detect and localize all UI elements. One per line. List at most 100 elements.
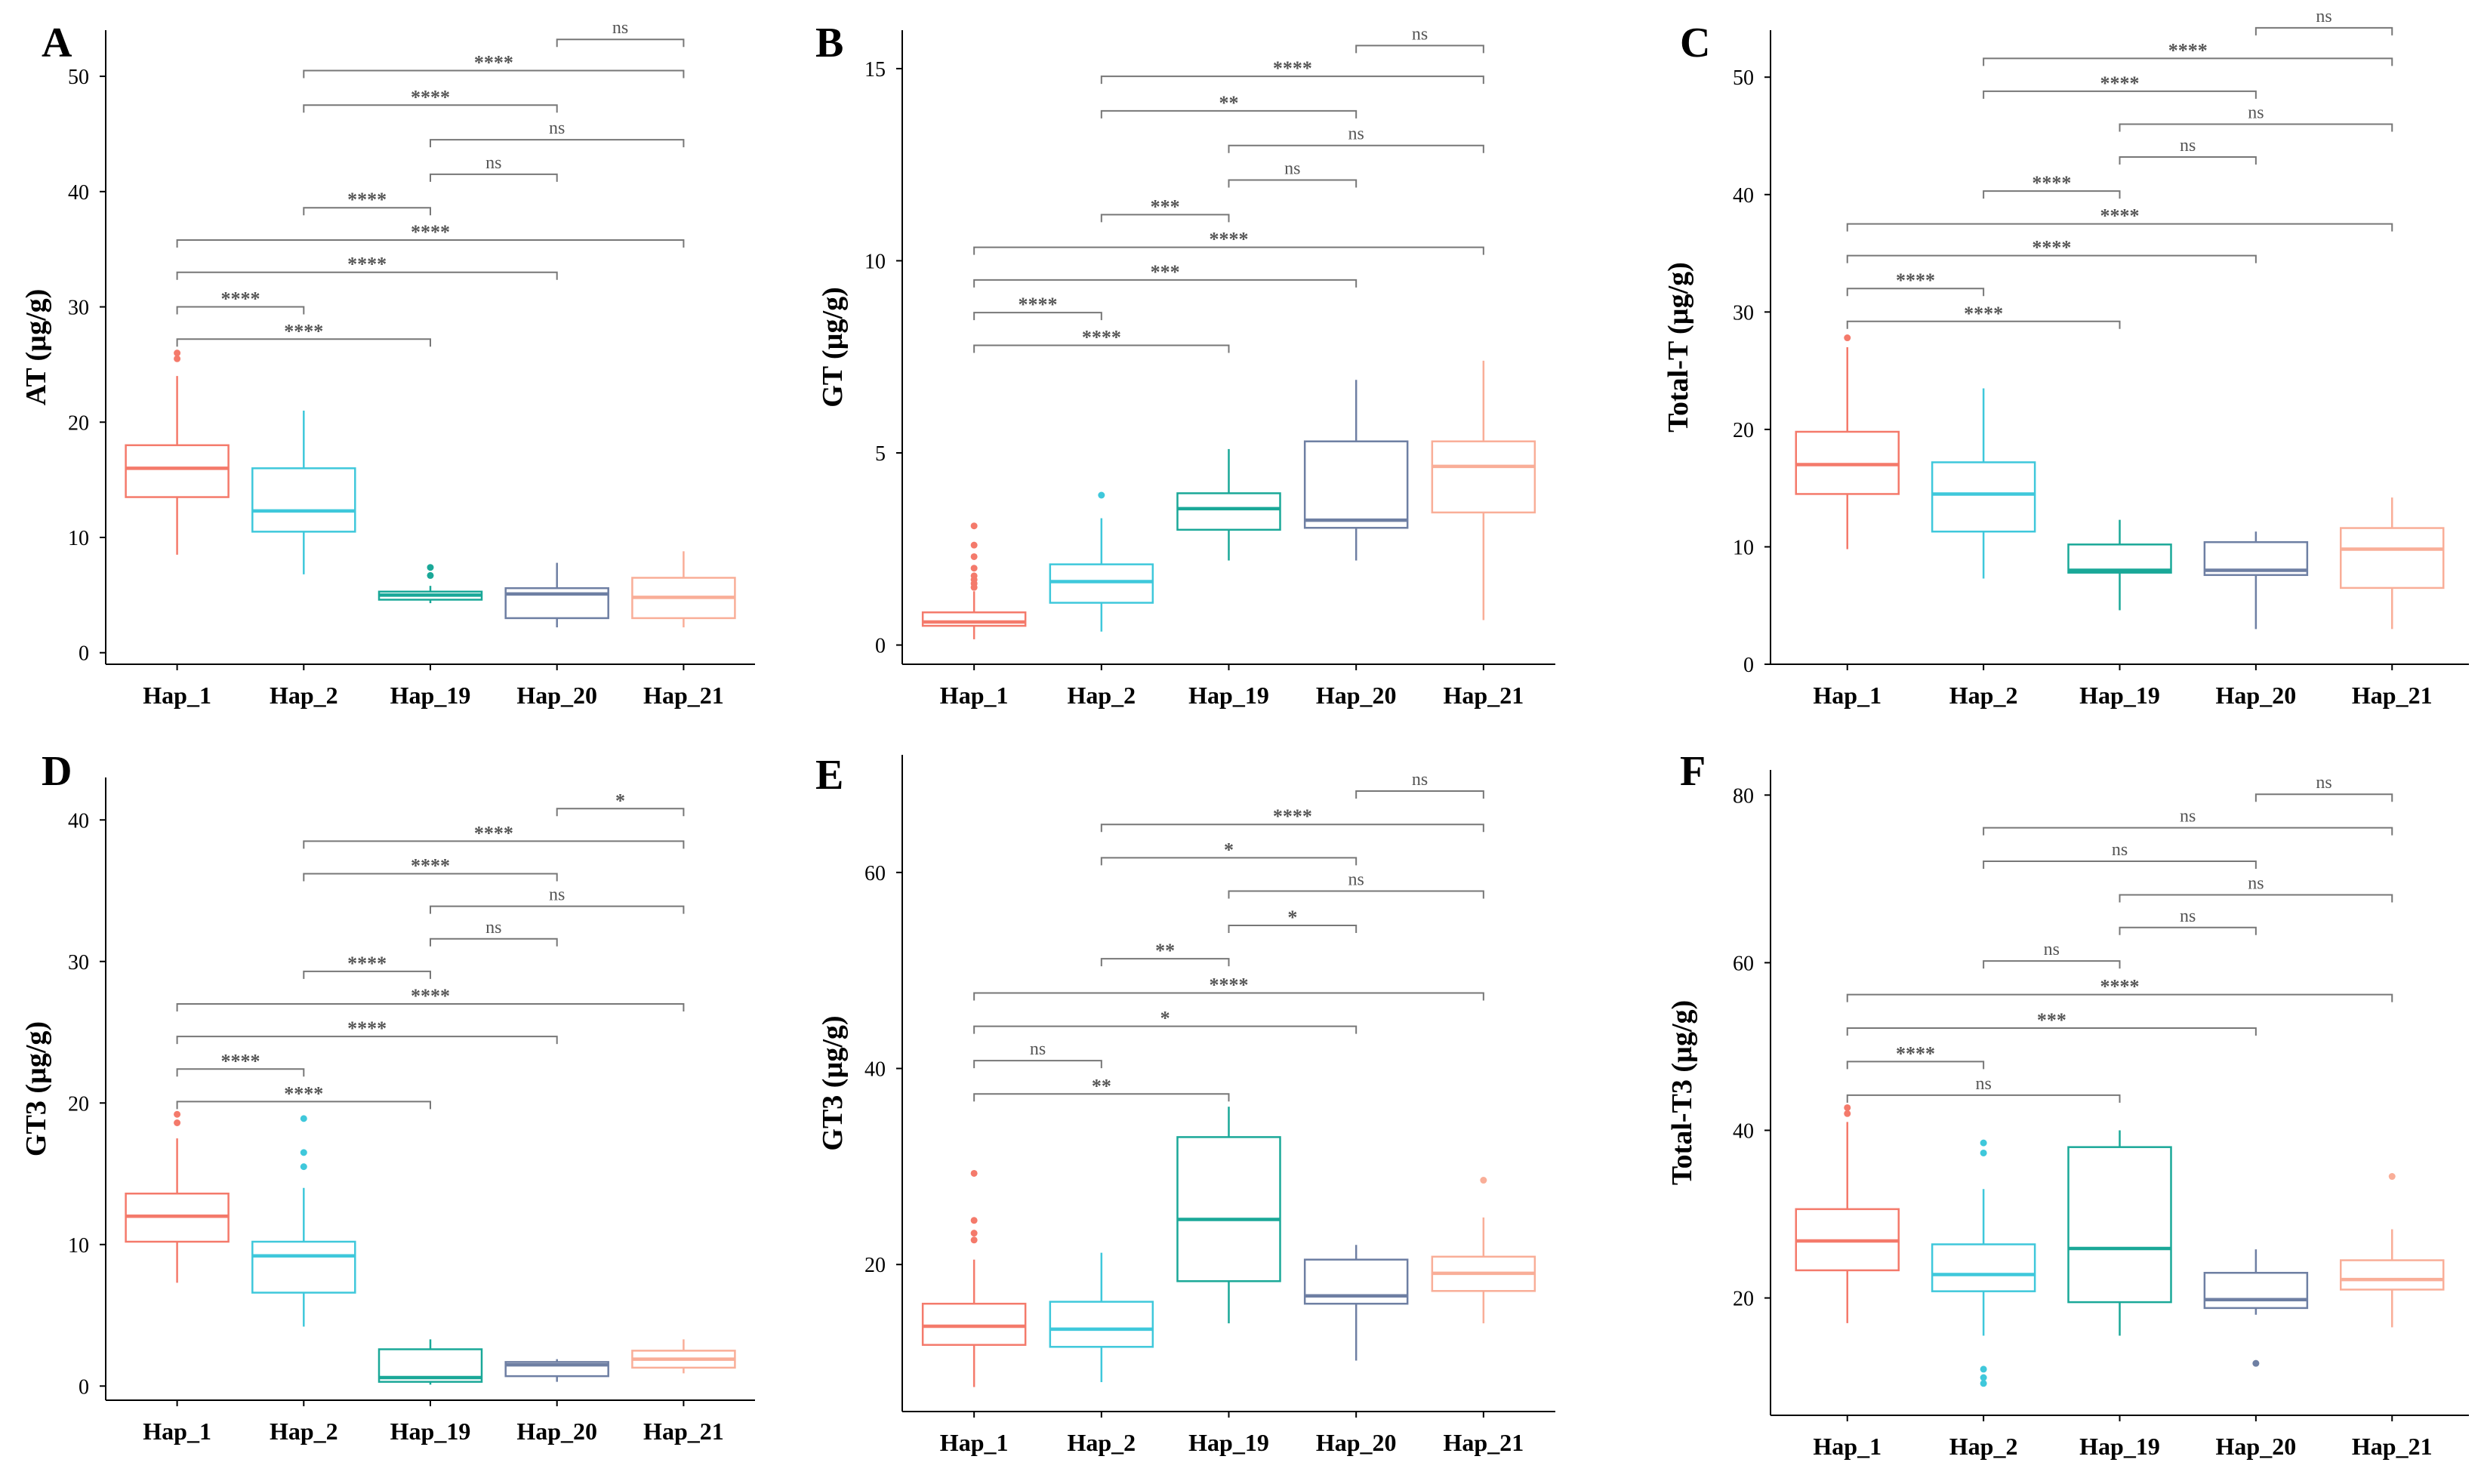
bracket-line: [1846, 1094, 2121, 1103]
bracket-line: [1846, 223, 2393, 232]
outlier-point: [1980, 1374, 1987, 1381]
y-tick-label: 30: [68, 297, 89, 320]
significance-label: ****: [2100, 205, 2140, 227]
panel-E: E GT3 (µg/g) 20 40 60 Hap_1 Hap_2 Hap_19 Hap_20 H…: [815, 752, 1555, 1456]
iqr-box: [2340, 527, 2445, 590]
box-Hap_2: [1931, 1139, 2036, 1387]
bracket-line: [176, 1068, 305, 1077]
box-Hap_21: [1431, 360, 1536, 620]
significance-label: ****: [347, 254, 387, 276]
bracket-line: [303, 207, 431, 216]
bracket-line: [973, 344, 1230, 353]
significance-label: ****: [411, 86, 450, 108]
outlier-point: [1980, 1365, 1987, 1373]
bracket-line: [973, 279, 1358, 288]
iqr-box: [2067, 543, 2172, 574]
sig-bracket: ns: [2119, 907, 2257, 935]
outlier-point: [970, 565, 978, 572]
significance-label: ****: [1896, 1042, 1935, 1064]
significance-label: ns: [2248, 103, 2264, 122]
iqr-box: [921, 1302, 1027, 1346]
panel-letter: B: [815, 20, 843, 66]
x-tick-label: Hap_20: [2216, 682, 2297, 709]
iqr-box: [1931, 461, 2036, 533]
outlier-point: [970, 522, 978, 530]
sig-bracket: ns: [2254, 773, 2393, 802]
bracket-line: [1100, 824, 1484, 833]
bracket-line: [1983, 861, 2257, 870]
significance-label: ****: [1273, 805, 1312, 827]
bracket-line: [2119, 894, 2393, 903]
sig-bracket: ****: [1983, 39, 2393, 66]
sig-bracket: ****: [303, 86, 558, 113]
significance-label: ns: [549, 885, 565, 905]
sig-bracket: ****: [176, 221, 685, 248]
y-axis-label: GT3 (µg/g): [20, 1021, 52, 1156]
bracket-line: [556, 38, 685, 48]
sig-bracket: ****: [1983, 172, 2121, 199]
x-tick-label: Hap_21: [1444, 1429, 1524, 1456]
significance-label: ns: [1030, 1039, 1046, 1059]
box-Hap_2: [1931, 388, 2036, 579]
significance-label: ns: [1284, 159, 1300, 179]
significance-label: ns: [485, 153, 501, 173]
significance-label: ns: [2044, 940, 2060, 959]
box-Hap_21: [2340, 497, 2445, 630]
significance-label: ns: [1348, 125, 1364, 144]
y-tick-label: 80: [1733, 784, 1754, 808]
iqr-box: [1049, 563, 1154, 604]
y-tick-label: 20: [1733, 1288, 1754, 1311]
bracket-line: [1983, 827, 2393, 836]
significance-label: ***: [1151, 196, 1180, 217]
x-tick-label: Hap_21: [2352, 1433, 2433, 1460]
y-tick-label: 30: [1733, 301, 1754, 325]
sig-bracket: ns: [2119, 873, 2393, 903]
sig-bracket: ns: [556, 18, 685, 48]
box-Hap_19: [2067, 519, 2172, 611]
bracket-line: [1228, 890, 1484, 899]
sig-bracket: ns: [2119, 103, 2393, 132]
outlier-point: [427, 564, 434, 571]
box-Hap_1: [921, 522, 1027, 639]
bracket-line: [1228, 144, 1484, 153]
significance-label: ns: [1348, 870, 1364, 889]
box-Hap_19: [1176, 1107, 1281, 1324]
x-tick-label: Hap_1: [1813, 1433, 1881, 1460]
box-Hap_20: [2203, 531, 2309, 630]
iqr-box: [1303, 440, 1409, 529]
bracket-line: [973, 246, 1484, 255]
iqr-box: [1176, 1136, 1281, 1282]
bracket-line: [1983, 960, 2121, 969]
box-Hap_21: [2340, 1173, 2445, 1328]
bracket-line: [1846, 320, 2121, 329]
panel-F: F Total-T3 (µg/g) 20 40 60 80 Hap_1 Hap_2 Hap_19…: [1666, 748, 2469, 1460]
sig-bracket: ns: [430, 153, 558, 182]
sig-bracket: ****: [1846, 1042, 1985, 1070]
y-tick-label: 20: [68, 1092, 89, 1116]
box-Hap_21: [631, 1339, 736, 1374]
sig-bracket: ****: [973, 229, 1484, 255]
sig-bracket: ns: [1983, 840, 2257, 870]
x-tick-label: Hap_1: [143, 682, 211, 709]
significance-label: ns: [2248, 873, 2264, 893]
y-tick-label: 40: [68, 809, 89, 833]
bracket-line: [430, 938, 558, 947]
y-tick-label: 40: [864, 1058, 886, 1082]
box-Hap_1: [1795, 334, 1900, 550]
y-tick-label: 20: [68, 411, 89, 435]
x-tick-label: Hap_1: [940, 1429, 1009, 1456]
bracket-line: [1228, 924, 1358, 933]
sig-bracket: *: [1100, 839, 1358, 866]
sig-bracket: ****: [973, 294, 1102, 321]
x-tick-label: Hap_21: [643, 1418, 724, 1445]
significance-label: ****: [411, 985, 450, 1007]
y-tick-label: 40: [1733, 184, 1754, 208]
significance-label: ***: [2037, 1009, 2066, 1031]
significance-label: ****: [1210, 229, 1249, 251]
iqr-box: [1431, 440, 1536, 514]
significance-label: *: [1160, 1008, 1170, 1030]
sig-bracket: ****: [303, 51, 685, 79]
x-tick-label: Hap_19: [390, 1418, 471, 1445]
panel-letter: D: [42, 748, 72, 795]
sig-bracket: ****: [303, 855, 558, 882]
